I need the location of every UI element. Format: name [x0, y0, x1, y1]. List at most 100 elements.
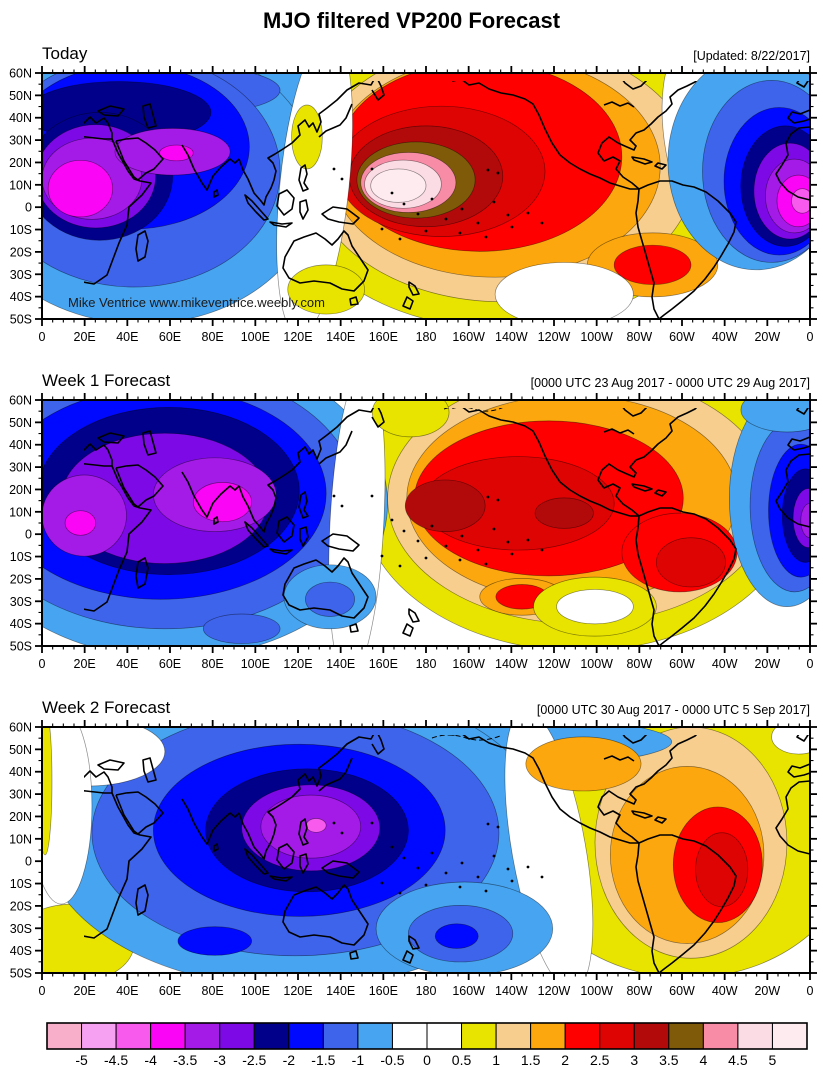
lon-labels: 0 20E 40E 60E 80E 100E 120E 140E 160E 180 160W 140W… — [39, 657, 814, 671]
svg-text:60W: 60W — [669, 984, 695, 998]
panel-week1-title: Week 1 Forecast — [42, 371, 171, 390]
contour-field — [42, 400, 810, 646]
contour-field — [42, 73, 810, 319]
panel-week1-header: Week 1 Forecast [0000 UTC 23 Aug 2017 - … — [42, 367, 810, 391]
svg-text:20W: 20W — [754, 330, 780, 344]
panel-week2-title: Week 2 Forecast — [42, 698, 171, 717]
svg-text:100E: 100E — [241, 657, 270, 671]
svg-text:60W: 60W — [669, 657, 695, 671]
svg-text:30N: 30N — [9, 461, 32, 475]
coastlines — [84, 81, 811, 320]
map-today: Mike Ventrice www.mikeventrice.weebly.co… — [9, 66, 817, 344]
colorbar: -5 -4.5 -4 -3.5 -3 -2.5 -2 -1.5 -1 -0.5 0 0.5 1 1.5 2 2… — [0, 1021, 823, 1067]
panel-week2-timestamp: [0000 UTC 30 Aug 2017 - 0000 UTC 5 Sep 2… — [536, 703, 810, 717]
svg-text:20N: 20N — [9, 483, 32, 497]
svg-text:120W: 120W — [538, 330, 571, 344]
panel-today-title: Today — [42, 44, 88, 63]
svg-text:100W: 100W — [580, 330, 613, 344]
svg-text:-1.5: -1.5 — [311, 1052, 335, 1067]
svg-text:2: 2 — [561, 1052, 569, 1067]
svg-text:20N: 20N — [9, 810, 32, 824]
svg-text:140W: 140W — [495, 657, 528, 671]
svg-text:50N: 50N — [9, 89, 32, 103]
svg-text:0: 0 — [25, 855, 32, 869]
svg-text:10S: 10S — [10, 223, 32, 237]
svg-text:0.5: 0.5 — [452, 1052, 472, 1067]
svg-text:0: 0 — [39, 330, 46, 344]
svg-text:20E: 20E — [74, 330, 96, 344]
svg-text:40E: 40E — [116, 984, 138, 998]
svg-text:10N: 10N — [9, 178, 32, 192]
svg-text:0: 0 — [807, 984, 814, 998]
svg-text:80W: 80W — [626, 657, 652, 671]
svg-text:180: 180 — [416, 657, 437, 671]
svg-text:140W: 140W — [495, 330, 528, 344]
svg-text:50S: 50S — [10, 313, 32, 327]
svg-text:0: 0 — [39, 984, 46, 998]
svg-text:-3: -3 — [214, 1052, 227, 1067]
svg-text:160W: 160W — [452, 984, 485, 998]
svg-text:80E: 80E — [202, 330, 224, 344]
svg-text:120W: 120W — [538, 984, 571, 998]
svg-text:-4: -4 — [144, 1052, 157, 1067]
svg-text:20S: 20S — [10, 899, 32, 913]
svg-text:100E: 100E — [241, 330, 270, 344]
svg-text:100W: 100W — [580, 984, 613, 998]
svg-text:180: 180 — [416, 984, 437, 998]
svg-text:120E: 120E — [283, 984, 312, 998]
panel-today-header: Today [Updated: 8/22/2017] — [42, 40, 810, 64]
colorbar-cells — [46, 1022, 808, 1050]
svg-text:4: 4 — [699, 1052, 707, 1067]
axis-ticks — [35, 393, 817, 653]
svg-text:60E: 60E — [159, 330, 181, 344]
contour-field — [42, 727, 810, 973]
svg-text:30S: 30S — [10, 595, 32, 609]
svg-text:30S: 30S — [10, 922, 32, 936]
svg-text:0: 0 — [25, 201, 32, 215]
svg-text:3.5: 3.5 — [659, 1052, 679, 1067]
coastlines — [84, 408, 811, 647]
svg-text:20E: 20E — [74, 657, 96, 671]
svg-text:-2.5: -2.5 — [242, 1052, 266, 1067]
svg-text:20E: 20E — [74, 984, 96, 998]
svg-text:0: 0 — [39, 657, 46, 671]
svg-text:40E: 40E — [116, 330, 138, 344]
svg-text:10N: 10N — [9, 832, 32, 846]
svg-text:140E: 140E — [326, 657, 355, 671]
svg-text:40N: 40N — [9, 111, 32, 125]
svg-text:60N: 60N — [9, 721, 32, 735]
svg-text:40W: 40W — [712, 657, 738, 671]
svg-text:-1: -1 — [352, 1052, 365, 1067]
svg-text:40S: 40S — [10, 290, 32, 304]
svg-text:20N: 20N — [9, 156, 32, 170]
svg-text:1: 1 — [492, 1052, 500, 1067]
map-week1: 60N 50N 40N 30N 20N 10N 0 10S 20S 30S 40S 50S 0 20E 40… — [9, 393, 817, 671]
svg-text:-0.5: -0.5 — [380, 1052, 404, 1067]
svg-text:30S: 30S — [10, 268, 32, 282]
panel-week1: Week 1 Forecast [0000 UTC 23 Aug 2017 - … — [0, 367, 823, 674]
svg-text:60W: 60W — [669, 330, 695, 344]
svg-text:40N: 40N — [9, 765, 32, 779]
svg-text:-5: -5 — [75, 1052, 88, 1067]
svg-text:0: 0 — [423, 1052, 431, 1067]
svg-text:30N: 30N — [9, 134, 32, 148]
lat-labels: 60N 50N 40N 30N 20N 10N 0 10S 20S 30S 40S 50S — [9, 394, 32, 654]
svg-text:180: 180 — [416, 330, 437, 344]
svg-text:-4.5: -4.5 — [104, 1052, 128, 1067]
svg-text:30N: 30N — [9, 788, 32, 802]
map-week2: 60N 50N 40N 30N 20N 10N 0 10S 20S 30S 40S 50S 0 20E 40… — [9, 720, 817, 998]
svg-text:40E: 40E — [116, 657, 138, 671]
svg-text:40W: 40W — [712, 330, 738, 344]
panel-today-timestamp: [Updated: 8/22/2017] — [693, 49, 810, 63]
svg-text:10S: 10S — [10, 550, 32, 564]
svg-text:80E: 80E — [202, 984, 224, 998]
svg-text:120W: 120W — [538, 657, 571, 671]
svg-text:50N: 50N — [9, 743, 32, 757]
lon-labels: 0 20E 40E 60E 80E 100E 120E 140E 160E 180 160W 140W… — [39, 330, 814, 344]
svg-text:4.5: 4.5 — [728, 1052, 748, 1067]
svg-text:10N: 10N — [9, 505, 32, 519]
svg-text:60N: 60N — [9, 67, 32, 81]
figure-title: MJO filtered VP200 Forecast — [262, 8, 561, 33]
colorbar-svg: -5 -4.5 -4 -3.5 -3 -2.5 -2 -1.5 -1 -0.5 0 0.5 1 1.5 2 2… — [46, 1022, 808, 1067]
panel-week2-header: Week 2 Forecast [0000 UTC 30 Aug 2017 - … — [42, 694, 810, 718]
